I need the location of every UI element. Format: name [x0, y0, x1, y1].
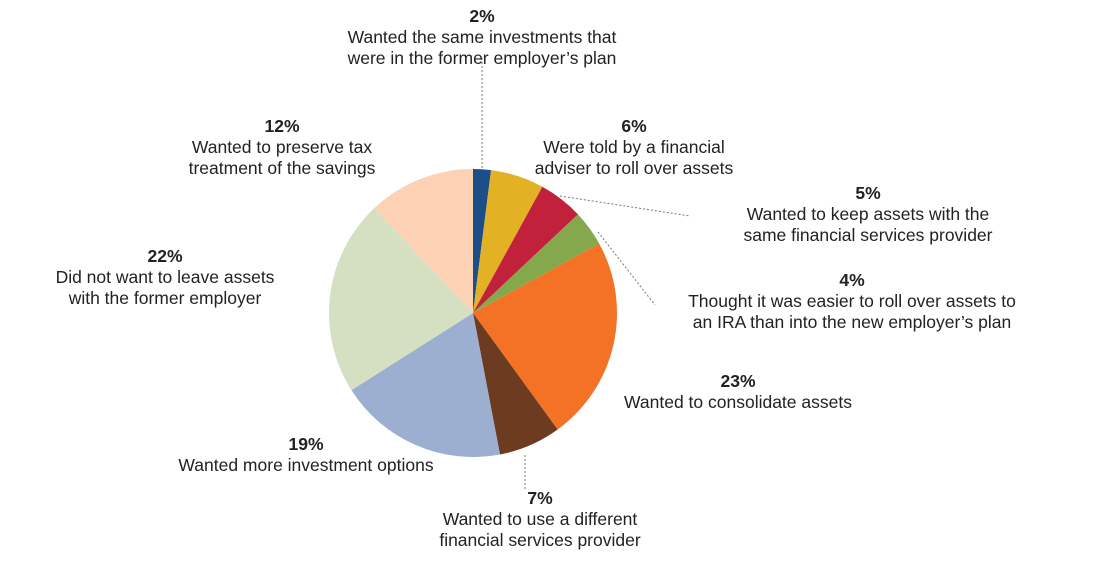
- category-label: Wanted to consolidate assets: [624, 392, 852, 412]
- pie-slice: [329, 208, 473, 391]
- value-label: 22%: [147, 246, 183, 266]
- category-label: Did not want to leave assets with the fo…: [55, 267, 275, 308]
- value-label: 2%: [469, 6, 495, 26]
- category-label: Wanted the same investments that were in…: [347, 27, 617, 68]
- pie-slice: [473, 169, 492, 313]
- leader-line: [559, 195, 691, 217]
- pie-slice: [473, 243, 617, 430]
- slice-label: 23% Wanted to consolidate assets: [588, 371, 888, 413]
- value-label: 19%: [288, 434, 324, 454]
- value-label: 7%: [527, 488, 553, 508]
- value-label: 4%: [839, 270, 865, 290]
- leader-line: [597, 231, 656, 306]
- slice-label: 7% Wanted to use a different financial se…: [375, 488, 705, 551]
- category-label: Were told by a financial adviser to roll…: [534, 137, 734, 178]
- category-label: Wanted more investment options: [178, 455, 434, 475]
- pie-slice: [374, 169, 473, 313]
- category-label: Wanted to use a different financial serv…: [439, 509, 641, 550]
- pie-slice: [473, 214, 600, 313]
- value-label: 5%: [855, 183, 881, 203]
- slice-label: 19% Wanted more investment options: [146, 434, 466, 476]
- pie-slice: [473, 186, 578, 313]
- value-label: 6%: [621, 116, 647, 136]
- pie-slice: [473, 313, 558, 455]
- category-label: Wanted to preserve tax treatment of the …: [188, 137, 376, 178]
- slice-label: 4% Thought it was easier to roll over ass…: [642, 270, 1062, 333]
- category-label: Wanted to keep assets with the same fina…: [743, 204, 993, 245]
- category-label: Thought it was easier to roll over asset…: [688, 291, 1016, 332]
- slice-label: 5% Wanted to keep assets with the same fi…: [688, 183, 1048, 246]
- value-label: 23%: [720, 371, 756, 391]
- slice-label: 2% Wanted the same investments that were …: [282, 6, 682, 69]
- slice-label: 12% Wanted to preserve tax treatment of t…: [122, 116, 442, 179]
- value-label: 12%: [264, 116, 300, 136]
- slice-label: 6% Were told by a financial adviser to ro…: [484, 116, 784, 179]
- pie-slice: [351, 313, 500, 457]
- pie-slice: [473, 170, 543, 313]
- slice-label: 22% Did not want to leave assets with the…: [5, 246, 325, 309]
